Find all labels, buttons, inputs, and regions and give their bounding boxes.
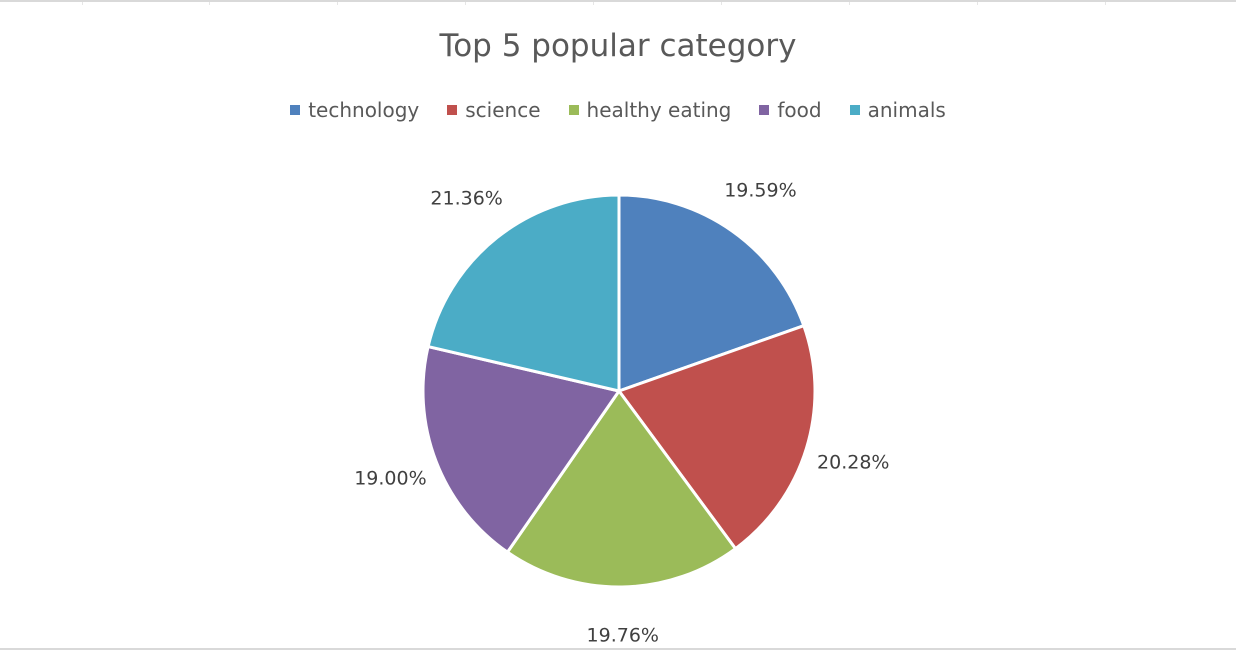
gridline [849,2,850,5]
chart-legend: technology science healthy eating food a… [0,96,1236,124]
gridline [209,2,210,5]
gridline [337,2,338,5]
data-label-healthy-eating: 19.76% [587,624,659,646]
legend-item-technology: technology [290,96,419,124]
legend-item-animals: animals [849,96,946,124]
data-label-food: 19.00% [354,468,426,490]
gridline [465,2,466,5]
legend-swatch-animals [849,105,860,115]
legend-item-food: food [759,96,822,124]
pie-slice-animals [426,193,621,393]
data-label-technology: 19.59% [724,179,796,201]
gridline [977,2,978,5]
chart-title: Top 5 popular category [439,28,797,64]
data-label-animals: 21.36% [430,188,502,210]
legend-swatch-healthy-eating [568,105,579,115]
legend-item-science: science [447,96,541,124]
gridline [1105,2,1106,5]
gridline [721,2,722,5]
gridline [593,2,594,5]
legend-swatch-technology [290,105,301,115]
legend-label-science: science [465,98,541,122]
legend-swatch-science [447,105,458,115]
pie-slice-science [617,324,817,551]
legend-label-technology: technology [308,98,420,122]
pie-slice-healthy-eating [505,389,737,589]
legend-label-healthy-eating: healthy eating [586,98,732,122]
legend-label-food: food [777,98,822,122]
gridline [82,2,83,5]
legend-swatch-food [759,105,770,115]
legend-item-healthy-eating: healthy eating [568,96,732,124]
data-label-science: 20.28% [817,451,889,473]
pie-slice-food [421,345,621,554]
legend-label-animals: animals [867,98,946,122]
